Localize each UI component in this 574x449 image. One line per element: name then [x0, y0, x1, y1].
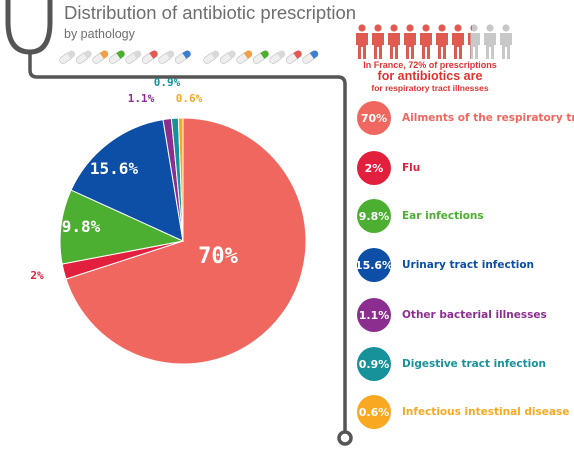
pill-icon: [59, 50, 76, 64]
pill-icon: [125, 50, 142, 64]
slice-label: 0.9%: [154, 76, 181, 89]
person-icon: [452, 24, 464, 59]
pill-icon: [92, 50, 109, 64]
pill-icon: [236, 50, 253, 64]
pill-icon: [75, 50, 92, 64]
page-subtitle: by pathology: [64, 27, 135, 41]
note-line-2: for antibiotics are: [377, 69, 483, 84]
pie-slice: [65, 117, 307, 365]
person-icon: [436, 24, 448, 59]
slice-label: 1.1%: [128, 92, 155, 105]
legend-label: Ailments of the respiratory tract: [402, 112, 574, 124]
legend-value-badge: 0.9%: [357, 347, 391, 381]
person-icon: [372, 24, 384, 59]
person-icon: [500, 24, 512, 59]
note-line-3: for respiratory tract illnesses: [371, 82, 489, 93]
page-title: Distribution of antibiotic prescription: [64, 2, 357, 23]
pill-icon: [302, 50, 319, 64]
legend-item: 2% Flu: [357, 151, 420, 185]
legend-value-badge: 0.6%: [357, 395, 391, 429]
legend-item: 9.8% Ear infections: [357, 199, 484, 233]
legend-value-badge: 15.6%: [355, 248, 393, 282]
legend-item: 1.1% Other bacterial illnesses: [357, 298, 547, 332]
pill-icon: [174, 50, 191, 64]
pie-slice: [177, 117, 184, 242]
legend-value-badge: 1.1%: [357, 298, 391, 332]
legend-label: Digestive tract infection: [402, 358, 546, 370]
legend-label: Ear infections: [402, 210, 484, 222]
legend-label: Urinary tract infection: [402, 259, 535, 271]
respiratory-note: In France, 72% of prescriptions for anti…: [352, 60, 508, 93]
pill-icon: [141, 50, 158, 64]
legend-label: Flu: [402, 162, 421, 174]
pill-icon: [285, 50, 302, 64]
slice-label: 15.6%: [90, 159, 139, 178]
note-line-1: In France, 72% of prescriptions: [363, 60, 497, 70]
pie-slice: [59, 189, 185, 265]
person-icon: [484, 24, 496, 59]
pill-icon: [269, 50, 286, 64]
legend-item: 70% Ailments of the respiratory tract: [357, 101, 574, 135]
pill-row: [59, 50, 319, 64]
pie-slice: [70, 119, 184, 242]
legend-item: 0.9% Digestive tract infection: [357, 347, 546, 381]
pill-icon: [252, 50, 269, 64]
legend-label: Other bacterial illnesses: [402, 309, 547, 321]
person-icon: [356, 24, 368, 59]
slice-label: 9.8%: [62, 217, 101, 236]
stethoscope-chestpiece: [337, 430, 353, 446]
slice-label: 70%: [198, 244, 238, 269]
stethoscope-icon: [5, 0, 353, 446]
people-pictogram: [356, 24, 512, 59]
legend-value-badge: 70%: [357, 101, 391, 135]
legend-item: 0.6% Infectious intestinal disease: [357, 395, 569, 429]
legend-label: Infectious intestinal disease: [402, 406, 570, 418]
person-icon: [388, 24, 400, 59]
stethoscope-tube-line: [28, 50, 347, 434]
pill-icon: [158, 50, 175, 64]
legend-value-badge: 9.8%: [357, 199, 391, 233]
slice-label: 2%: [30, 269, 44, 282]
legend-item: 15.6% Urinary tract infection: [355, 248, 535, 282]
pill-icon: [203, 50, 220, 64]
person-icon: [404, 24, 416, 59]
person-icon: [420, 24, 432, 59]
legend-value-badge: 2%: [357, 151, 391, 185]
person-icon: [468, 24, 480, 59]
pill-icon: [108, 50, 125, 64]
slice-label: 0.6%: [176, 92, 203, 105]
pill-icon: [219, 50, 236, 64]
